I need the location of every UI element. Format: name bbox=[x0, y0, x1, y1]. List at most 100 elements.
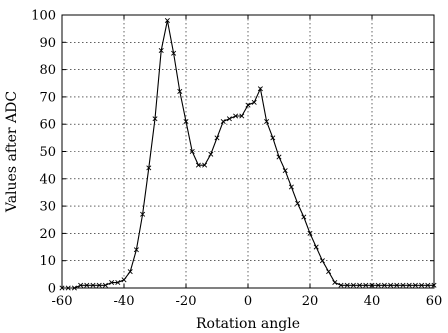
y-tick-label: 90 bbox=[39, 36, 56, 51]
y-tick-label: 60 bbox=[39, 118, 56, 133]
marker-stroke bbox=[220, 118, 226, 124]
marker-stroke bbox=[152, 116, 158, 122]
marker-stroke bbox=[357, 282, 363, 288]
marker-stroke bbox=[195, 162, 201, 168]
data-point bbox=[202, 162, 208, 168]
y-axis-title: Values after ADC bbox=[4, 91, 20, 213]
data-point bbox=[431, 282, 437, 288]
grid-layer bbox=[62, 15, 434, 288]
data-point bbox=[425, 282, 431, 288]
marker-stroke bbox=[202, 162, 208, 168]
ticks-layer bbox=[61, 14, 435, 289]
data-point bbox=[183, 118, 189, 124]
data-point bbox=[301, 214, 307, 220]
marker-stroke bbox=[121, 277, 127, 283]
marker-stroke bbox=[326, 269, 332, 275]
marker-stroke bbox=[208, 151, 214, 157]
marker-stroke bbox=[288, 184, 294, 190]
marker-stroke bbox=[177, 88, 183, 94]
marker-stroke bbox=[332, 280, 338, 286]
marker-stroke bbox=[214, 135, 220, 141]
x-tick-label: -60 bbox=[52, 294, 73, 309]
marker-stroke bbox=[59, 285, 65, 291]
marker-stroke bbox=[78, 282, 84, 288]
data-point bbox=[177, 88, 183, 94]
data-point bbox=[140, 211, 146, 217]
data-point bbox=[115, 280, 121, 286]
data-point bbox=[400, 282, 406, 288]
data-point bbox=[84, 282, 90, 288]
labels-layer: -60 -40 -20 0 20 40 60 0 10 20 30 40 50 60 70 80 90 100 bbox=[31, 9, 442, 310]
x-tick-label: 0 bbox=[244, 294, 252, 309]
data-point bbox=[270, 135, 276, 141]
data-point bbox=[344, 282, 350, 288]
data-point bbox=[406, 282, 412, 288]
marker-stroke bbox=[369, 282, 375, 288]
data-point bbox=[276, 154, 282, 160]
marker-stroke bbox=[276, 154, 282, 160]
marker-stroke bbox=[400, 282, 406, 288]
y-tick-label: 0 bbox=[48, 282, 56, 297]
marker-stroke bbox=[301, 214, 307, 220]
data-point bbox=[78, 282, 84, 288]
data-point bbox=[307, 230, 313, 236]
marker-stroke bbox=[226, 116, 232, 122]
data-point bbox=[394, 282, 400, 288]
marker-stroke bbox=[319, 258, 325, 264]
data-point bbox=[233, 113, 239, 119]
y-tick-label: 100 bbox=[31, 9, 56, 24]
data-point bbox=[245, 102, 251, 108]
marker-stroke bbox=[295, 200, 301, 206]
data-point bbox=[412, 282, 418, 288]
marker-stroke bbox=[239, 113, 245, 119]
data-point bbox=[381, 282, 387, 288]
data-point bbox=[158, 47, 164, 54]
data-point bbox=[152, 116, 158, 122]
marker-stroke bbox=[307, 230, 313, 236]
data-point bbox=[357, 282, 363, 288]
marker-stroke bbox=[171, 50, 177, 56]
data-point bbox=[109, 280, 115, 286]
data-point bbox=[350, 282, 356, 288]
data-point bbox=[59, 285, 65, 291]
y-tick-label: 20 bbox=[39, 227, 56, 242]
marker-stroke bbox=[127, 269, 133, 275]
marker-stroke bbox=[282, 168, 288, 174]
marker-stroke bbox=[189, 148, 195, 155]
y-tick-label: 80 bbox=[39, 63, 56, 78]
marker-stroke bbox=[233, 113, 239, 119]
x-tick-label: 40 bbox=[364, 294, 381, 309]
data-point bbox=[282, 168, 288, 174]
data-point bbox=[264, 118, 270, 124]
x-axis-title: Rotation angle bbox=[196, 316, 300, 332]
marker-stroke bbox=[65, 285, 71, 291]
marker-stroke bbox=[406, 282, 412, 288]
marker-stroke bbox=[245, 102, 251, 108]
y-tick-label: 50 bbox=[39, 145, 56, 160]
marker-stroke bbox=[363, 282, 369, 288]
data-point bbox=[288, 184, 294, 190]
marker-stroke bbox=[425, 282, 431, 288]
data-point bbox=[121, 277, 127, 283]
data-point bbox=[102, 282, 108, 288]
data-point bbox=[388, 282, 394, 288]
marker-stroke bbox=[115, 280, 121, 286]
marker-stroke bbox=[71, 285, 77, 291]
marker-stroke bbox=[338, 282, 344, 288]
series-layer bbox=[59, 17, 437, 291]
marker-stroke bbox=[158, 47, 164, 54]
y-tick-label: 10 bbox=[39, 254, 56, 269]
marker-stroke bbox=[344, 282, 350, 288]
data-point bbox=[214, 135, 220, 141]
marker-stroke bbox=[419, 282, 425, 288]
y-tick-label: 40 bbox=[39, 172, 56, 187]
x-tick-label: -20 bbox=[176, 294, 197, 309]
data-point bbox=[164, 17, 170, 23]
data-point bbox=[419, 282, 425, 288]
marker-stroke bbox=[431, 282, 437, 288]
marker-stroke bbox=[90, 282, 96, 288]
data-point bbox=[96, 282, 102, 288]
marker-stroke bbox=[350, 282, 356, 288]
marker-stroke bbox=[102, 282, 108, 288]
